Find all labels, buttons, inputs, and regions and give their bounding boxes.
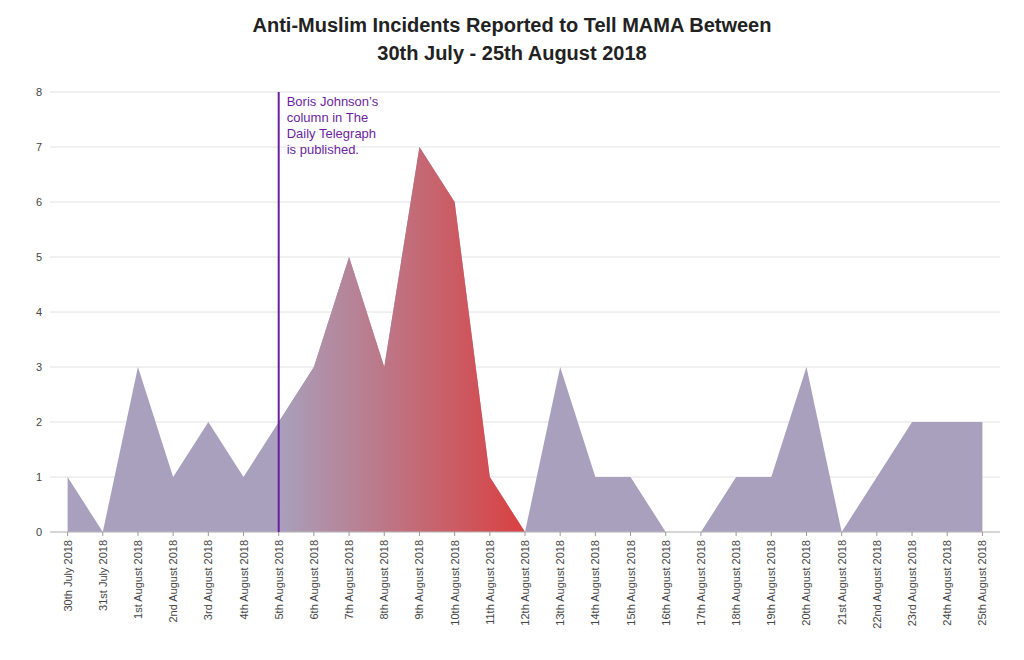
x-tick — [525, 532, 526, 536]
x-tick-label: 25th August 2018 — [976, 540, 988, 626]
x-tick — [806, 532, 807, 536]
x-tick — [947, 532, 948, 536]
x-tick — [349, 532, 350, 536]
x-tick-label: 8th August 2018 — [378, 540, 390, 620]
x-tick-label: 20th August 2018 — [800, 540, 812, 626]
x-tick — [137, 532, 138, 536]
y-tick-label: 1 — [36, 471, 42, 483]
area — [68, 147, 983, 532]
x-tick-label: 4th August 2018 — [238, 540, 250, 620]
x-tick-label: 17th August 2018 — [695, 540, 707, 626]
x-tick — [489, 532, 490, 536]
grid-line — [50, 202, 1000, 203]
x-tick — [876, 532, 877, 536]
x-tick-label: 21st August 2018 — [836, 540, 848, 625]
y-tick-label: 0 — [36, 526, 42, 538]
x-tick — [384, 532, 385, 536]
grid-line — [50, 257, 1000, 258]
plot-area — [68, 147, 983, 532]
x-tick-label: 3rd August 2018 — [202, 540, 214, 620]
x-tick-label: 1st August 2018 — [132, 540, 144, 619]
x-tick-label: 18th August 2018 — [730, 540, 742, 626]
y-tick-label: 7 — [36, 141, 42, 153]
title: Anti-Muslim Incidents Reported to Tell M… — [253, 14, 772, 36]
x-tick — [454, 532, 455, 536]
x-tick — [173, 532, 174, 536]
y-tick-label: 4 — [36, 306, 42, 318]
x-tick — [243, 532, 244, 536]
grid — [50, 92, 1000, 532]
x-tick — [102, 532, 103, 536]
x-tick-label: 10th August 2018 — [449, 540, 461, 626]
grid-line — [50, 367, 1000, 368]
x-tick-label: 11th August 2018 — [484, 540, 496, 625]
chart: Anti-Muslim Incidents Reported to Tell M… — [0, 0, 1024, 660]
x-tick-label: 7th August 2018 — [343, 540, 355, 620]
x-tick-label: 16th August 2018 — [660, 540, 672, 626]
x-tick — [67, 532, 68, 536]
x-tick — [982, 532, 983, 536]
y-tick-label: 2 — [36, 416, 42, 428]
x-tick — [630, 532, 631, 536]
x-tick-label: 24th August 2018 — [941, 540, 953, 626]
grid-line — [50, 312, 1000, 313]
x-tick — [313, 532, 314, 536]
x-tick — [278, 532, 279, 536]
y-tick-label: 8 — [36, 86, 42, 98]
x-tick-label: 15th August 2018 — [625, 540, 637, 626]
x-tick — [665, 532, 666, 536]
grid-line — [50, 422, 1000, 423]
x-tick — [560, 532, 561, 536]
x-tick — [736, 532, 737, 536]
subtitle: 30th July - 25th August 2018 — [377, 42, 646, 64]
x-tick-label: 13th August 2018 — [554, 540, 566, 626]
annotation-line — [278, 92, 280, 532]
x-tick — [208, 532, 209, 536]
x-tick-label: 19th August 2018 — [765, 540, 777, 626]
x-tick-label: 12th August 2018 — [519, 540, 531, 626]
chart-container: Anti-Muslim Incidents Reported to Tell M… — [0, 0, 1024, 660]
x-tick — [595, 532, 596, 536]
x-tick — [771, 532, 772, 536]
annotation: Boris Johnson’scolumn in TheDaily Telegr… — [287, 94, 379, 157]
x-tick — [841, 532, 842, 536]
x-tick-label: 9th August 2018 — [413, 540, 425, 620]
x-tick — [912, 532, 913, 536]
y-tick-label: 5 — [36, 251, 42, 263]
x-tick-label: 23rd August 2018 — [906, 540, 918, 626]
x-tick — [419, 532, 420, 536]
x-tick-label: 5th August 2018 — [273, 540, 285, 620]
y-tick-label: 6 — [36, 196, 42, 208]
highlight-span — [279, 147, 525, 532]
x-tick-label: 14th August 2018 — [589, 540, 601, 626]
grid-line — [50, 147, 1000, 148]
x-tick-label: 6th August 2018 — [308, 540, 320, 620]
x-tick — [700, 532, 701, 536]
x-tick-label: 22nd August 2018 — [871, 540, 883, 629]
y-tick-label: 3 — [36, 361, 42, 373]
x-tick-label: 31st July 2018 — [97, 540, 109, 611]
x-tick-label: 2nd August 2018 — [167, 540, 179, 623]
grid-line — [50, 92, 1000, 93]
x-tick-label: 30th July 2018 — [62, 540, 74, 612]
